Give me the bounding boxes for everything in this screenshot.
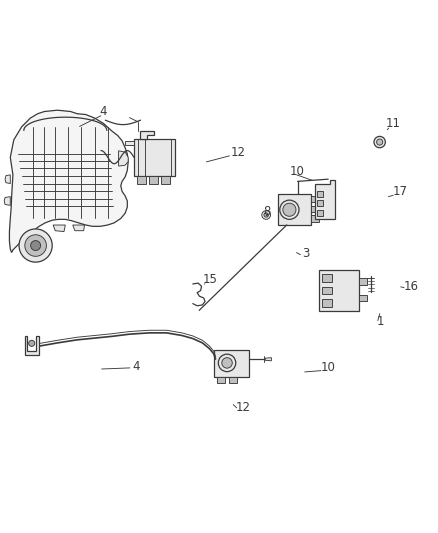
Text: 16: 16 xyxy=(403,280,419,293)
Polygon shape xyxy=(25,336,39,354)
Polygon shape xyxy=(322,287,332,294)
Polygon shape xyxy=(230,376,237,383)
Polygon shape xyxy=(149,176,158,184)
Polygon shape xyxy=(10,110,128,253)
Text: 11: 11 xyxy=(386,117,401,130)
Circle shape xyxy=(31,240,41,251)
Polygon shape xyxy=(317,190,323,197)
Text: 15: 15 xyxy=(203,273,218,286)
Text: 1: 1 xyxy=(377,314,384,328)
Polygon shape xyxy=(53,225,65,231)
Polygon shape xyxy=(214,350,249,376)
Text: 12: 12 xyxy=(231,146,246,159)
Polygon shape xyxy=(141,131,153,139)
Circle shape xyxy=(262,211,271,220)
Text: 12: 12 xyxy=(236,401,251,414)
Text: 4: 4 xyxy=(132,360,140,373)
Polygon shape xyxy=(317,210,323,216)
Polygon shape xyxy=(125,141,134,145)
Circle shape xyxy=(218,354,236,372)
Polygon shape xyxy=(311,206,318,212)
Polygon shape xyxy=(278,195,311,225)
Circle shape xyxy=(28,340,35,346)
Circle shape xyxy=(25,235,46,256)
Circle shape xyxy=(283,203,296,216)
Polygon shape xyxy=(319,270,359,311)
Polygon shape xyxy=(73,225,85,231)
Polygon shape xyxy=(265,358,272,361)
Polygon shape xyxy=(315,180,335,220)
Polygon shape xyxy=(217,376,225,383)
Polygon shape xyxy=(311,196,318,203)
Polygon shape xyxy=(311,215,318,222)
Circle shape xyxy=(374,136,385,148)
Polygon shape xyxy=(322,299,332,306)
Text: 10: 10 xyxy=(290,165,305,178)
Polygon shape xyxy=(359,278,367,285)
Text: 4: 4 xyxy=(99,105,107,118)
Polygon shape xyxy=(322,274,332,282)
Circle shape xyxy=(264,213,268,217)
Text: 17: 17 xyxy=(393,185,408,198)
Polygon shape xyxy=(4,197,11,205)
Circle shape xyxy=(280,200,299,220)
Polygon shape xyxy=(5,175,11,183)
Polygon shape xyxy=(119,151,128,166)
Text: 10: 10 xyxy=(321,361,336,374)
Polygon shape xyxy=(317,200,323,206)
Polygon shape xyxy=(138,176,146,184)
Polygon shape xyxy=(161,176,170,184)
Circle shape xyxy=(377,139,383,145)
Circle shape xyxy=(19,229,52,262)
Circle shape xyxy=(222,358,232,368)
Text: 8: 8 xyxy=(263,205,271,219)
Text: 3: 3 xyxy=(303,247,310,260)
Polygon shape xyxy=(134,139,175,176)
Polygon shape xyxy=(359,295,367,302)
